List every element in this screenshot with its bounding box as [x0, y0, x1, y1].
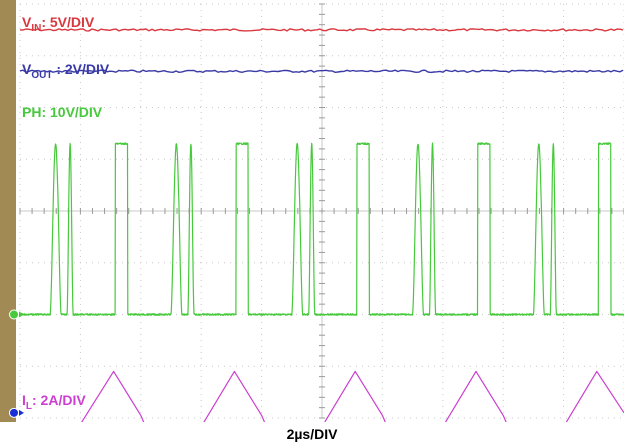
ph-label: PH: 10V/DIV [22, 104, 103, 120]
ch2-ground-marker [9, 407, 19, 418]
grid [19, 3, 624, 419]
ph-trace [19, 142, 624, 316]
vin-trace [19, 28, 624, 32]
vin-label: VIN: 5V/DIV [22, 14, 95, 34]
left-bezel [0, 0, 16, 422]
il-label: IL: 2A/DIV [22, 392, 86, 412]
ch2-ground-marker-arrow [19, 409, 24, 416]
ch3-ground-marker-arrow [19, 311, 24, 318]
traces [19, 28, 624, 422]
oscilloscope-screen [0, 0, 624, 422]
ch3-ground-marker [9, 309, 19, 320]
vout-label: VOUT : 2V/DIV [22, 61, 110, 81]
x-axis-label: 2µs/DIV [286, 426, 338, 442]
vout-trace [19, 69, 624, 74]
ground-markers [9, 309, 24, 418]
